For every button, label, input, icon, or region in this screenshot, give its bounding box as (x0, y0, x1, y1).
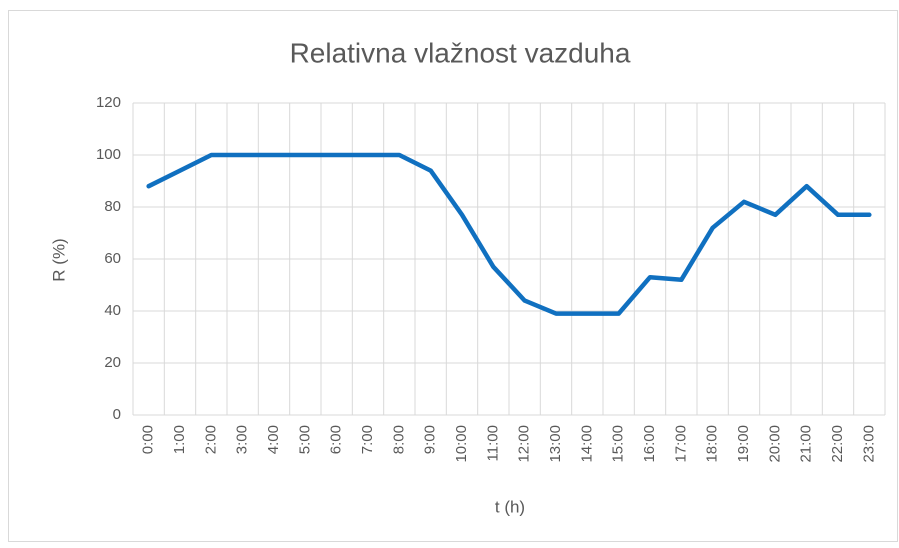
x-tick-label: 3:00 (234, 425, 251, 454)
x-tick-label: 15:00 (610, 425, 627, 463)
x-tick-label: 4:00 (265, 425, 282, 454)
y-tick-label: 0 (113, 406, 121, 423)
y-tick-label: 120 (96, 94, 121, 111)
data-line (146, 152, 872, 316)
x-tick-label: 13:00 (547, 425, 564, 463)
chart-title: Relativna vlažnost vazduha (290, 37, 631, 68)
x-tick-label: 1:00 (171, 425, 188, 454)
x-tick-label: 16:00 (641, 425, 658, 463)
x-tick-label: 21:00 (798, 425, 815, 463)
x-tick-label: 2:00 (202, 425, 219, 454)
x-tick-label: 22:00 (829, 425, 846, 463)
x-tick-label: 7:00 (359, 425, 376, 454)
y-tick-label: 80 (104, 198, 121, 215)
chart-border (8, 10, 898, 542)
x-tick-label: 17:00 (672, 425, 689, 463)
x-tick-label: 14:00 (578, 425, 595, 463)
x-axis-label: t (h) (495, 497, 525, 516)
x-tick-label: 11:00 (484, 425, 501, 461)
x-tick-label: 19:00 (735, 425, 752, 463)
y-tick-label: 60 (104, 250, 121, 267)
x-tick-label: 9:00 (422, 425, 439, 454)
x-tick-label: 12:00 (516, 425, 533, 463)
x-tick-label: 20:00 (766, 425, 783, 463)
y-tick-label: 100 (96, 146, 121, 163)
y-tick-label: 20 (104, 354, 121, 371)
x-tick-label: 8:00 (390, 425, 407, 454)
x-tick-label: 18:00 (704, 425, 721, 463)
x-tick-label: 23:00 (860, 425, 877, 463)
x-tick-label: 0:00 (140, 425, 157, 454)
x-tick-label: 10:00 (453, 425, 470, 463)
x-tick-label: 6:00 (328, 425, 345, 454)
x-tick-label: 5:00 (296, 425, 313, 454)
y-axis-label: R (%) (49, 238, 68, 281)
y-tick-label: 40 (104, 302, 121, 319)
